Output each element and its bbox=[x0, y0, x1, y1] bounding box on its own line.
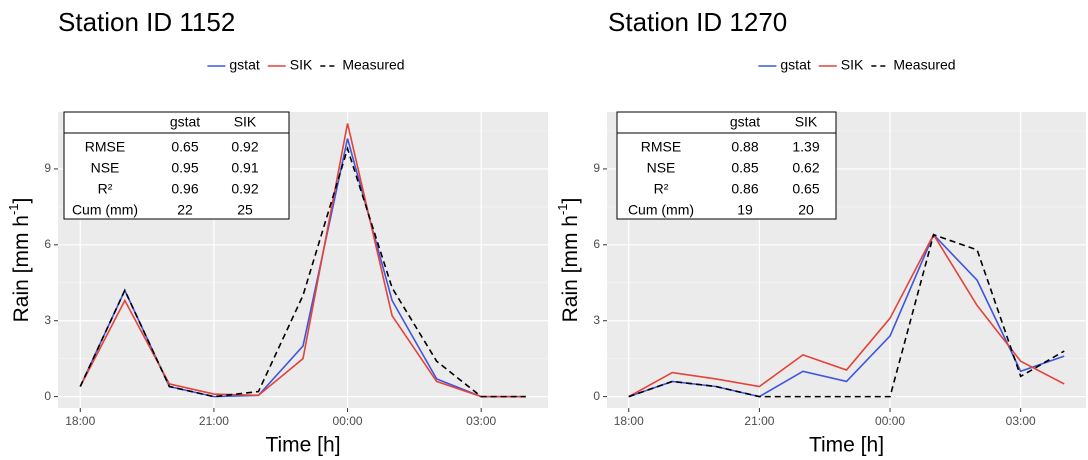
stats-row-label: RMSE bbox=[85, 139, 125, 155]
stats-cell: 0.62 bbox=[792, 160, 819, 176]
y-axis-label: Rain [mm h-1] bbox=[555, 198, 582, 323]
stats-row-label: NSE bbox=[647, 160, 676, 176]
stats-cell: 0.86 bbox=[731, 181, 758, 197]
series-line bbox=[79, 123, 526, 398]
y-tick-label: 9 bbox=[593, 161, 600, 175]
x-tick-label: 18:00 bbox=[65, 414, 95, 428]
stats-column-header: gstat bbox=[170, 114, 200, 130]
y-tick-label: 0 bbox=[593, 389, 600, 403]
series-line bbox=[628, 233, 1065, 398]
stats-cell: 0.65 bbox=[171, 139, 198, 155]
stats-cell: 0.92 bbox=[231, 139, 258, 155]
stats-column-header: SIK bbox=[795, 114, 818, 130]
y-axis-label-part: -1 bbox=[6, 203, 21, 215]
stats-cell: 20 bbox=[798, 202, 814, 218]
stats-row-label: RMSE bbox=[641, 139, 681, 155]
x-tick-label: 00:00 bbox=[875, 414, 905, 428]
stats-table-frame bbox=[616, 111, 837, 220]
stats-cell: 0.65 bbox=[792, 181, 819, 197]
stats-cell: 1.39 bbox=[792, 139, 819, 155]
legend-label: gstat bbox=[229, 57, 259, 73]
stats-cell: 0.96 bbox=[171, 181, 198, 197]
stats-row-label: Cum (mm) bbox=[72, 202, 138, 218]
stats-cell: 0.91 bbox=[231, 160, 258, 176]
chart-panel: Station ID 1270 0 3 6 9 18:00 21:00 00:00 03:00 T… bbox=[555, 7, 1086, 457]
stats-row-label: Cum (mm) bbox=[628, 202, 694, 218]
legend-label: gstat bbox=[780, 57, 810, 73]
legend: gstat SIK Measured bbox=[207, 57, 405, 73]
y-tick-label: 6 bbox=[593, 237, 600, 251]
legend: gstat SIK Measured bbox=[758, 57, 956, 73]
x-tick-label: 18:00 bbox=[614, 414, 644, 428]
legend-label: SIK bbox=[841, 57, 864, 73]
x-tick-label: 21:00 bbox=[199, 414, 229, 428]
x-tick-label: 21:00 bbox=[744, 414, 774, 428]
legend-label: Measured bbox=[893, 57, 955, 73]
y-tick-label: 3 bbox=[44, 313, 51, 327]
stats-row-label: R² bbox=[98, 181, 113, 197]
stats-cell: 25 bbox=[237, 202, 253, 218]
y-tick-label: 6 bbox=[44, 237, 51, 251]
x-tick-label: 03:00 bbox=[1006, 414, 1036, 428]
chart-title: Station ID 1152 bbox=[58, 7, 235, 37]
y-axis-label: Rain [mm h-1] bbox=[6, 198, 33, 323]
stats-cell: 0.92 bbox=[231, 181, 258, 197]
stats-table-frame bbox=[63, 111, 290, 220]
x-tick-label: 03:00 bbox=[466, 414, 496, 428]
y-tick-label: 0 bbox=[44, 389, 51, 403]
y-axis-label-part: ] bbox=[559, 198, 582, 204]
y-axis-label-part: Rain [mm h bbox=[10, 215, 33, 322]
y-axis-label-part: ] bbox=[10, 198, 33, 204]
stats-cell: 0.85 bbox=[731, 160, 758, 176]
stats-cell: 22 bbox=[177, 202, 193, 218]
y-tick-label: 3 bbox=[593, 313, 600, 327]
stats-column-header: gstat bbox=[730, 114, 760, 130]
stats-column-header: SIK bbox=[234, 114, 257, 130]
stats-cell: 19 bbox=[737, 202, 753, 218]
legend-label: Measured bbox=[342, 57, 404, 73]
chart-title: Station ID 1270 bbox=[608, 7, 787, 37]
x-axis-label: Time [h] bbox=[809, 434, 884, 457]
stats-cell: 0.95 bbox=[171, 160, 198, 176]
stats-row-label: NSE bbox=[91, 160, 120, 176]
series-line bbox=[628, 233, 1065, 398]
y-axis-label-part: -1 bbox=[555, 203, 570, 215]
stats-row-label: R² bbox=[654, 181, 669, 197]
chart-panel: Station ID 1152 0 3 6 9 18:00 21:00 00:00 03:00 T… bbox=[6, 7, 548, 457]
y-tick-label: 9 bbox=[44, 161, 51, 175]
series-line bbox=[79, 145, 526, 398]
stats-cell: 0.88 bbox=[731, 139, 758, 155]
x-tick-label: 00:00 bbox=[333, 414, 363, 428]
y-axis-label-part: Rain [mm h bbox=[559, 215, 582, 322]
legend-label: SIK bbox=[290, 57, 313, 73]
x-axis-label: Time [h] bbox=[265, 434, 340, 457]
